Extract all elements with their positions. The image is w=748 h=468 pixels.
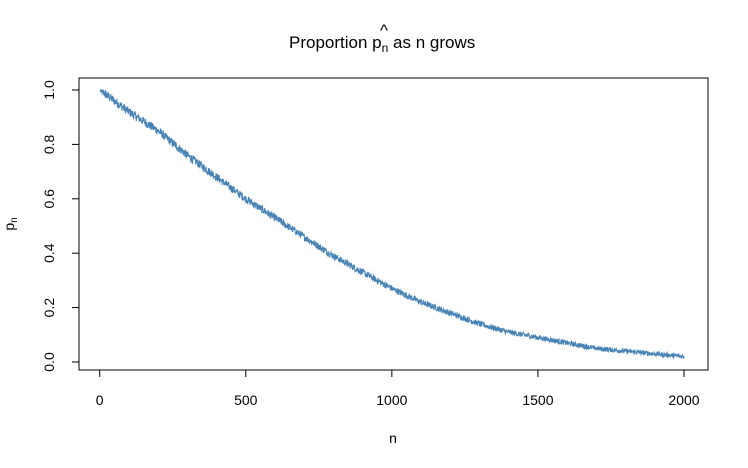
plot-frame (78, 77, 709, 371)
y-tick-label: 0.0 (41, 352, 57, 372)
y-axis-title: pn ^ (0, 217, 20, 230)
chart-title-hat: ^ (380, 21, 388, 40)
x-tick-label: 1000 (376, 392, 407, 408)
svg-text:Proportion pn as n grows: Proportion pn as n grows (289, 33, 475, 55)
x-tick-label: 500 (234, 392, 258, 408)
y-tick-label: 0.6 (41, 189, 57, 209)
x-axis: 0 500 1000 1500 2000 (96, 369, 700, 408)
y-tick-label: 1.0 (41, 80, 57, 100)
chart-title-suffix: as n grows (388, 33, 475, 52)
y-axis-title-symbol: p (1, 223, 17, 231)
x-tick-label: 2000 (668, 392, 699, 408)
y-tick-label: 0.2 (41, 298, 57, 318)
series-line (99, 89, 685, 360)
chart-title-symbol: p (372, 33, 381, 52)
x-axis-title: n (389, 430, 397, 446)
svg-text:pn: pn (1, 217, 20, 230)
chart-title: Proportion pn as n grows ^ (289, 21, 475, 55)
chart-title-subscript: n (382, 41, 389, 55)
y-tick-label: 0.4 (41, 243, 57, 263)
x-tick-label: 0 (96, 392, 104, 408)
y-axis-title-hat: ^ (0, 222, 6, 229)
chart-title-prefix: Proportion (289, 33, 372, 52)
x-tick-label: 1500 (522, 392, 553, 408)
y-axis: 0.0 0.2 0.4 0.6 0.8 1.0 (41, 80, 80, 372)
y-axis-title-subscript: n (9, 217, 20, 223)
y-tick-label: 0.8 (41, 134, 57, 154)
